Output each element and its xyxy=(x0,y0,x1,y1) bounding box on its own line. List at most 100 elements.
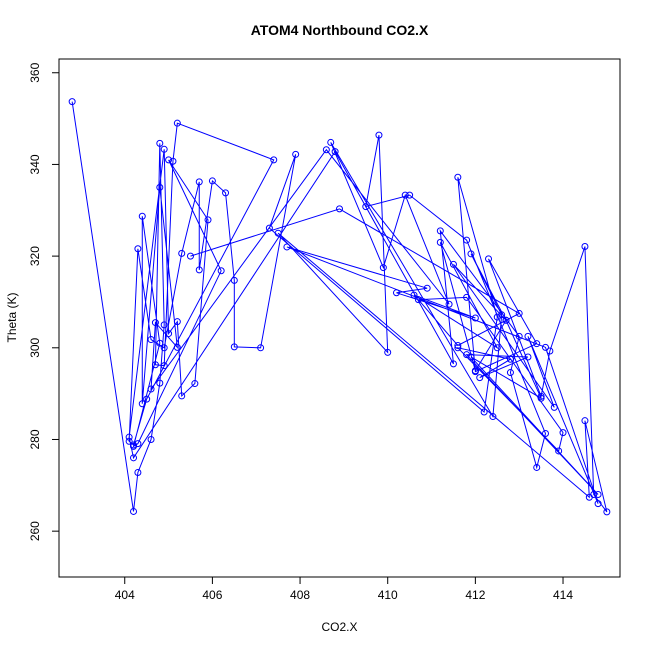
data-point xyxy=(283,243,291,251)
data-point xyxy=(230,276,238,284)
y-axis-label: Theta (K) xyxy=(5,292,19,342)
data-point xyxy=(471,367,479,375)
data-point xyxy=(379,264,387,272)
data-point xyxy=(292,150,300,158)
data-point xyxy=(541,430,549,438)
data-point xyxy=(410,291,418,299)
y-tick-label: 260 xyxy=(28,521,42,541)
y-tick-label: 280 xyxy=(28,429,42,449)
data-point xyxy=(515,332,523,340)
data-point xyxy=(445,300,453,308)
data-point xyxy=(454,344,462,352)
data-point xyxy=(362,203,370,211)
data-point xyxy=(134,468,142,476)
data-point xyxy=(160,145,168,153)
data-point xyxy=(274,229,282,237)
data-point xyxy=(125,433,133,441)
data-point xyxy=(191,380,199,388)
data-point xyxy=(384,348,392,356)
data-point xyxy=(178,249,186,257)
y-axis: 260 280 300 320 340 360 xyxy=(28,62,60,541)
x-axis: 404 406 408 410 412 414 xyxy=(115,576,573,602)
data-point xyxy=(257,344,265,352)
data-point xyxy=(463,293,471,301)
data-point xyxy=(165,156,173,164)
data-point xyxy=(454,342,462,350)
data-point xyxy=(208,177,216,185)
data-point xyxy=(138,400,146,408)
data-point xyxy=(322,146,330,154)
data-point xyxy=(165,330,173,338)
data-point xyxy=(331,148,339,156)
x-tick-label: 406 xyxy=(202,588,222,602)
data-point xyxy=(463,236,471,244)
data-point xyxy=(467,250,475,258)
data-point xyxy=(449,360,457,368)
x-tick-label: 412 xyxy=(465,588,485,602)
x-tick-label: 414 xyxy=(553,588,573,602)
data-point xyxy=(480,408,488,416)
data-point xyxy=(173,343,181,351)
data-point xyxy=(270,156,278,164)
x-tick-label: 408 xyxy=(290,588,310,602)
data-point xyxy=(502,316,510,324)
y-tick-label: 320 xyxy=(28,246,42,266)
data-point xyxy=(147,336,155,344)
data-point xyxy=(130,454,138,462)
data-point xyxy=(524,332,532,340)
data-point xyxy=(130,442,138,450)
y-tick-label: 300 xyxy=(28,337,42,357)
data-point xyxy=(336,205,343,213)
data-point xyxy=(143,395,151,403)
data-point xyxy=(537,394,545,402)
data-point xyxy=(401,191,409,199)
data-point xyxy=(581,417,589,425)
data-point xyxy=(156,339,164,347)
data-point xyxy=(485,255,493,263)
data-point xyxy=(217,267,225,275)
data-point xyxy=(585,493,593,501)
x-tick-label: 410 xyxy=(378,588,398,602)
series-line xyxy=(71,101,608,513)
data-point xyxy=(454,173,462,181)
data-point xyxy=(375,131,383,139)
data-point xyxy=(594,500,602,508)
data-point xyxy=(130,507,138,515)
data-point xyxy=(550,403,558,411)
data-point xyxy=(265,224,273,232)
data-point xyxy=(230,343,238,351)
data-point xyxy=(327,138,335,146)
data-point xyxy=(138,212,146,220)
data-point xyxy=(498,311,506,319)
data-point xyxy=(186,252,194,260)
data-point xyxy=(471,314,479,322)
data-point xyxy=(169,157,177,165)
data-point xyxy=(537,392,545,400)
x-tick-label: 404 xyxy=(115,588,135,602)
data-point xyxy=(156,183,164,191)
data-point xyxy=(515,309,523,317)
data-point xyxy=(476,374,484,382)
data-point xyxy=(594,490,602,498)
data-point xyxy=(178,392,186,400)
data-point xyxy=(423,284,431,292)
data-point xyxy=(581,242,589,250)
data-point xyxy=(134,245,142,253)
data-point xyxy=(147,385,155,393)
data-point xyxy=(195,178,203,186)
data-point xyxy=(436,227,444,235)
data-point xyxy=(406,191,414,199)
data-point xyxy=(173,119,181,127)
data-point xyxy=(160,321,168,329)
data-point xyxy=(68,98,76,106)
data-point xyxy=(160,344,168,352)
data-point xyxy=(160,362,168,370)
data-point xyxy=(204,216,212,224)
data-point xyxy=(524,353,532,361)
data-point xyxy=(489,413,497,421)
data-point xyxy=(506,369,514,377)
data-point xyxy=(546,347,554,355)
data-point xyxy=(559,429,567,437)
data-point xyxy=(463,351,471,359)
